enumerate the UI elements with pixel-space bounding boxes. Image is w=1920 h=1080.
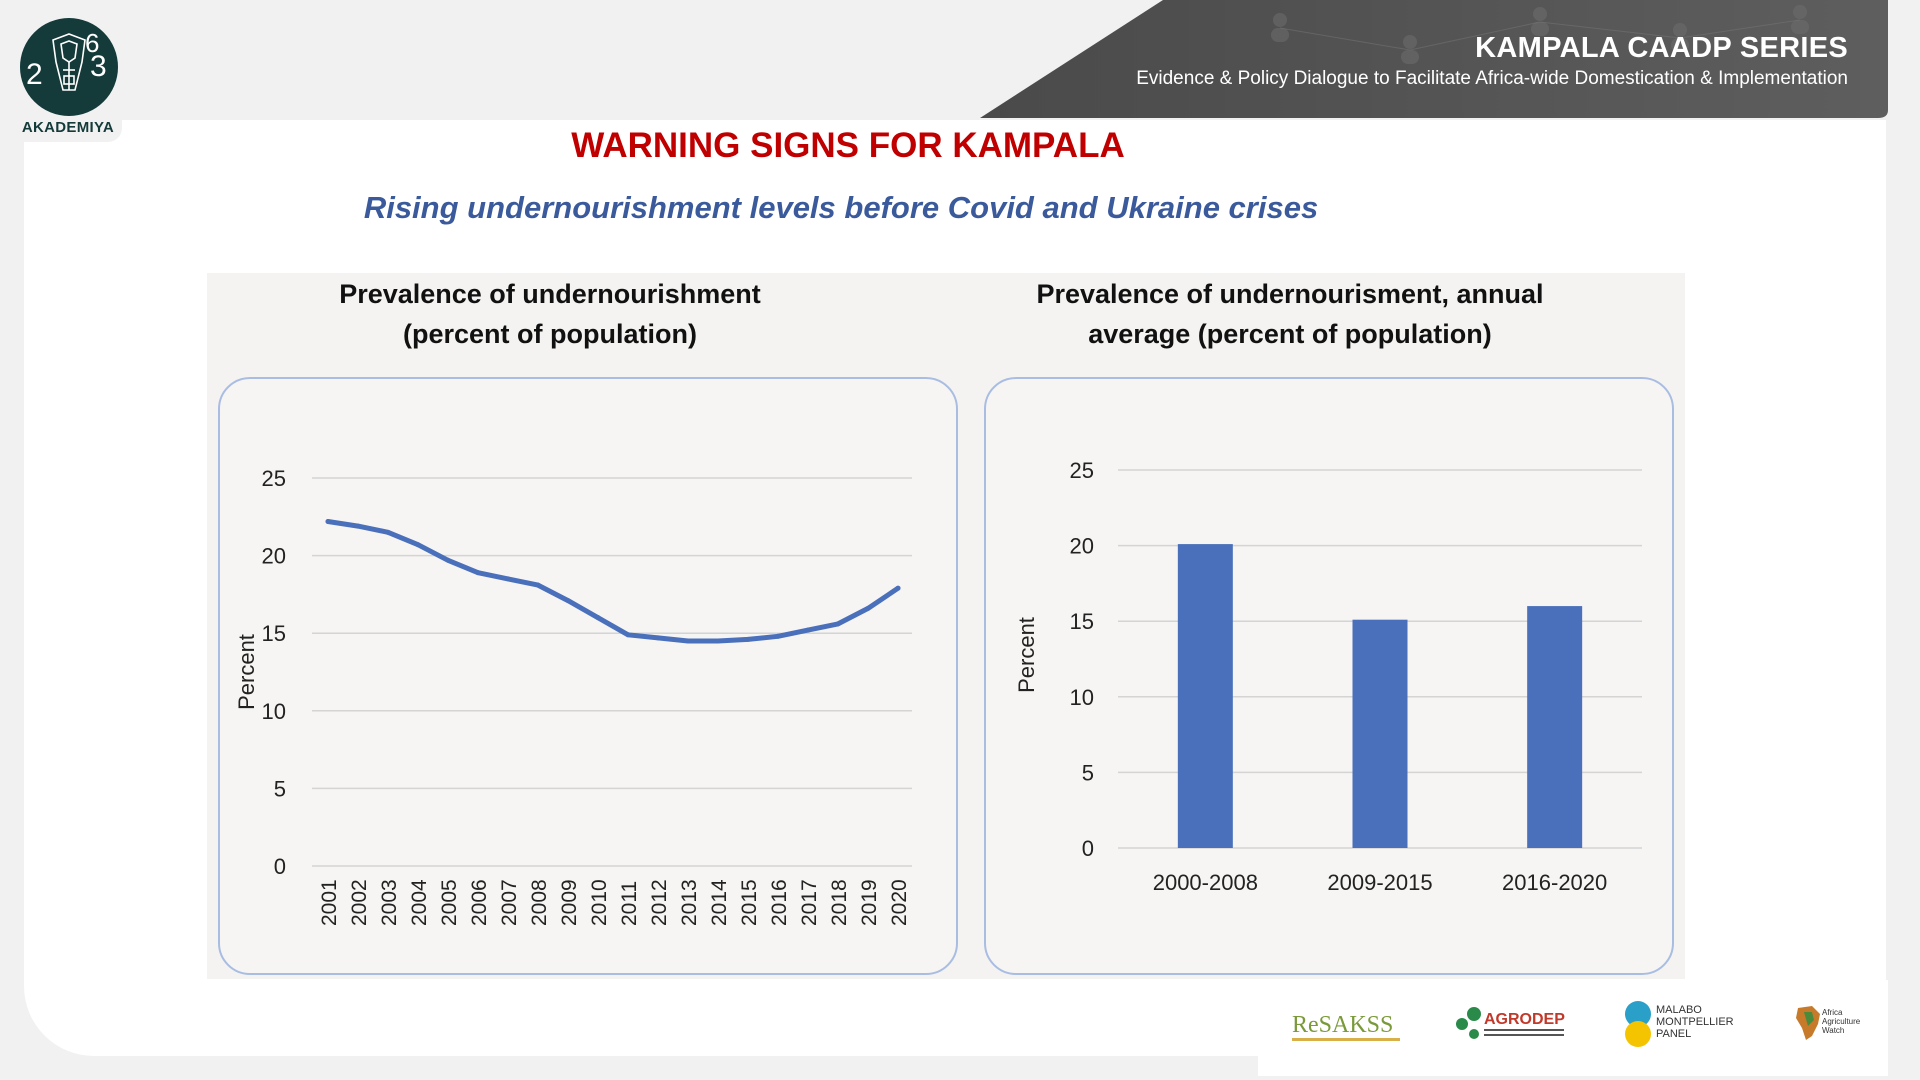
line-chart-point — [385, 529, 391, 535]
logo-wordmark: AKADEMIYA — [21, 119, 115, 136]
line-chart-point — [625, 632, 631, 638]
line-chart-point — [565, 598, 571, 604]
line-chart-point — [775, 633, 781, 639]
line-chart-point — [535, 582, 541, 588]
bar-chart-category-label: 2009-2015 — [1327, 870, 1432, 895]
line-chart-x-tick-label: 2014 — [708, 879, 731, 926]
line-chart-point — [445, 557, 451, 563]
bar-chart-y-axis-label: Percent — [1014, 617, 1039, 693]
line-chart-point — [475, 570, 481, 576]
bar-chart-bar — [1352, 619, 1408, 848]
line-chart-x-tick-label: 2002 — [348, 879, 371, 926]
line-chart-x-tick-label: 2012 — [648, 879, 671, 926]
line-chart-point — [505, 576, 511, 582]
svg-text:AGRODEP: AGRODEP — [1484, 1011, 1565, 1028]
bar-chart-title: Prevalence of undernourisment, annual av… — [960, 274, 1620, 354]
bar-chart-y-tick-label: 10 — [1070, 685, 1094, 710]
bar-chart-title-line2: average (percent of population) — [1088, 319, 1492, 349]
line-chart-title: Prevalence of undernourishment (percent … — [230, 274, 870, 354]
logo-emblem: 2 6 3 0 — [20, 18, 118, 116]
line-chart-y-tick-label: 0 — [274, 854, 286, 879]
bar-chart-bar — [1527, 606, 1583, 848]
line-chart-point — [685, 638, 691, 644]
line-chart-x-tick-label: 2001 — [318, 879, 341, 926]
line-chart-y-tick-label: 15 — [262, 621, 286, 646]
malabo-logo: MALABO MONTPELLIER PANEL — [1622, 998, 1752, 1053]
line-chart-series-line — [325, 519, 901, 644]
line-chart-x-tick-label: 2019 — [858, 879, 881, 926]
bar-chart-title-line1: Prevalence of undernourisment, annual — [1036, 279, 1544, 309]
line-chart-x-tick-label: 2018 — [828, 879, 851, 926]
bar-chart-bar — [1177, 544, 1233, 848]
line-chart-y-tick-label: 25 — [262, 466, 286, 491]
line-chart-panel — [218, 377, 958, 975]
line-chart-x-tick-label: 2010 — [588, 879, 611, 926]
line-chart-x-tick-label: 2003 — [378, 879, 401, 926]
series-subtitle: Evidence & Policy Dialogue to Facilitate… — [1136, 68, 1848, 89]
akademiya-logo: 2 6 3 0 AKADEMIYA — [0, 0, 122, 142]
line-chart-y-tick-label: 20 — [262, 544, 286, 569]
line-chart-x-tick-label: 2007 — [498, 879, 521, 926]
line-chart-x-tick-label: 2004 — [408, 879, 431, 926]
line-chart-point — [355, 523, 361, 529]
bar-chart-category-label: 2000-2008 — [1153, 870, 1258, 895]
bar-chart-y-tick-label: 5 — [1082, 760, 1094, 785]
line-chart-title-line1: Prevalence of undernourishment — [339, 279, 761, 309]
line-chart-x-tick-label: 2020 — [888, 879, 911, 926]
line-chart-point — [835, 621, 841, 627]
svg-text:3: 3 — [90, 50, 107, 83]
line-chart-x-tick-label: 2017 — [798, 879, 821, 926]
line-chart-point — [745, 636, 751, 642]
bar-chart-y-tick-label: 25 — [1070, 458, 1094, 483]
line-chart-title-line2: (percent of population) — [403, 319, 697, 349]
bar-chart-y-tick-label: 15 — [1070, 609, 1094, 634]
line-chart-x-tick-label: 2006 — [468, 879, 491, 926]
line-chart-point — [415, 542, 421, 548]
line-chart-point — [805, 627, 811, 633]
line-chart-x-tick-label: 2005 — [438, 879, 461, 926]
line-chart-point — [865, 605, 871, 611]
line-chart-x-tick-label: 2015 — [738, 879, 761, 926]
agrodep-logo: AGRODEP — [1454, 1000, 1574, 1055]
series-banner: KAMPALA CAADP SERIES Evidence & Policy D… — [980, 0, 1888, 118]
svg-text:ReSAKSS: ReSAKSS — [1292, 1012, 1393, 1038]
svg-text:6: 6 — [85, 28, 99, 58]
bar-chart-y-tick-label: 0 — [1082, 836, 1094, 861]
line-chart-point — [595, 615, 601, 621]
resakss-logo: ReSAKSS — [1292, 1006, 1412, 1051]
line-chart-y-axis-label: Percent — [234, 634, 259, 710]
line-chart-point — [325, 518, 331, 524]
series-title: KAMPALA CAADP SERIES — [1475, 32, 1848, 64]
line-chart-x-tick-label: 2016 — [768, 879, 791, 926]
svg-text:2: 2 — [26, 58, 43, 91]
line-chart-y-tick-label: 5 — [274, 776, 286, 801]
line-chart-x-tick-label: 2011 — [618, 881, 641, 926]
line-chart-x-tick-label: 2009 — [558, 879, 581, 926]
line-chart-x-tick-label: 2013 — [678, 879, 701, 926]
slide-subtitle: Rising undernourishment levels before Co… — [363, 190, 1319, 225]
line-chart: 0 5 10 15 20 25 Percent 2001 2002 2003 2004 2005 200… — [234, 466, 912, 926]
bar-chart: 0 5 10 15 20 25 Percent 2000-2008 2009-2015 2016-… — [1014, 458, 1642, 895]
line-chart-x-tick-label: 2008 — [528, 879, 551, 926]
bar-chart-category-label: 2016-2020 — [1502, 870, 1607, 895]
line-chart-point — [715, 638, 721, 644]
line-chart-point — [655, 635, 661, 641]
africa-agriculture-watch-logo: Africa Agriculture Watch — [1790, 1000, 1880, 1055]
line-chart-point — [895, 585, 901, 591]
bar-chart-y-tick-label: 20 — [1070, 534, 1094, 559]
line-chart-y-tick-label: 10 — [262, 699, 286, 724]
slide-title: WARNING SIGNS FOR KAMPALA — [571, 126, 1125, 165]
partner-logos: ReSAKSS AGRODEP MALABO MONTPELLIER PANEL — [1258, 980, 1888, 1076]
